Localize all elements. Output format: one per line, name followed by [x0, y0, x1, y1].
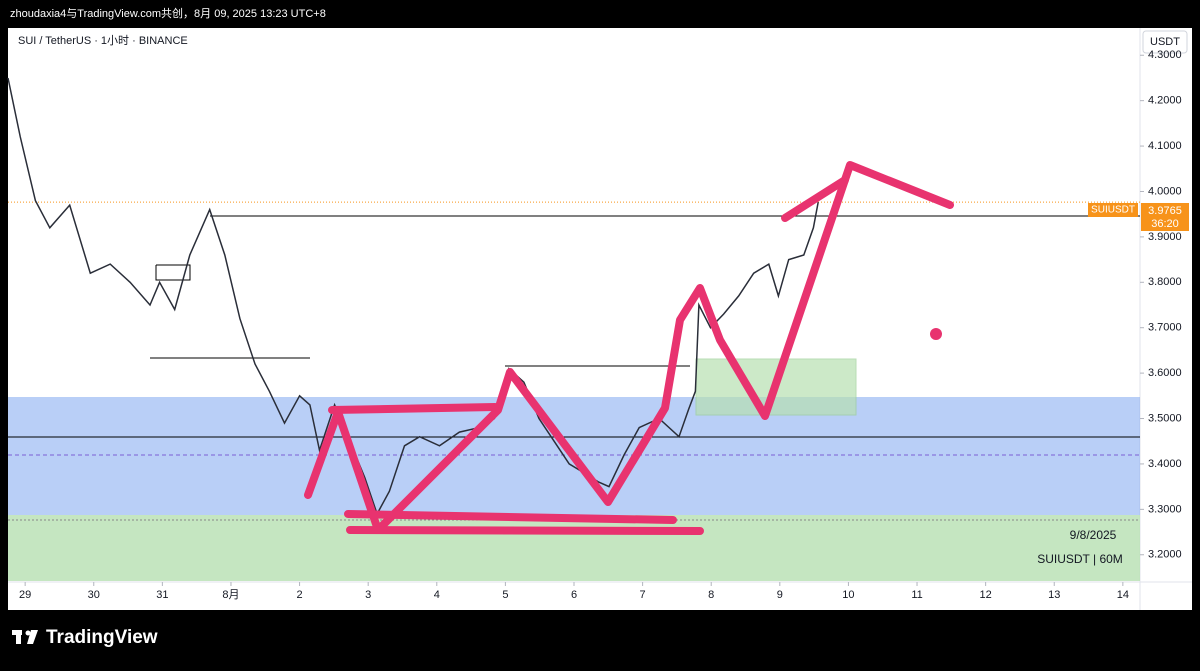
currency: USDT: [1150, 36, 1180, 48]
logo: TradingView: [12, 627, 158, 648]
logo-mark: [25, 630, 31, 636]
x-tick-label: 29: [19, 589, 31, 601]
x-tick-label: 4: [434, 589, 440, 601]
x-tick-label: 8月: [222, 589, 239, 601]
y-tick-label: 3.8000: [1148, 276, 1182, 288]
x-tick-label: 31: [156, 589, 168, 601]
pink-stroke: [344, 510, 704, 535]
x-tick-label: 3: [365, 589, 371, 601]
green-zone: [8, 515, 1140, 581]
x-tick-label: 9: [777, 589, 783, 601]
price-line-series: [7, 77, 819, 516]
y-tick-label: 4.1000: [1148, 140, 1182, 152]
logo-text: TradingView: [46, 627, 158, 648]
x-tick-label: 7: [640, 589, 646, 601]
currency-box: [1142, 30, 1188, 54]
x-tick-label: 30: [88, 589, 100, 601]
x-tick-label: 12: [980, 589, 992, 601]
annotation: 9/8/2025: [1070, 528, 1117, 542]
x-tick-label: 2: [297, 589, 303, 601]
x-tick-label: 14: [1117, 589, 1129, 601]
chart-title: SUI / TetherUS · 1小时 · BINANCE: [18, 34, 188, 47]
x-tick-label: 13: [1048, 589, 1060, 601]
x-tick-label: 5: [502, 589, 508, 601]
y-tick-label: 4.0000: [1148, 185, 1182, 197]
box-line: [155, 264, 191, 281]
y-tick-label: 3.6000: [1148, 367, 1182, 379]
symbol-tag: [1088, 203, 1138, 217]
x-tick-label: 11: [911, 589, 922, 601]
y-tick-label: 3.5000: [1148, 412, 1182, 424]
y-tick-label: 4.3000: [1148, 49, 1182, 61]
x-tick-label: 6: [571, 589, 577, 601]
price-tag: [1141, 203, 1189, 231]
y-tick-label: 3.2000: [1148, 549, 1182, 561]
logo-mark: [27, 630, 38, 644]
hand-drawing: [304, 161, 954, 535]
y-tick-label: 3.3000: [1148, 503, 1182, 515]
y-tick-label: 3.7000: [1148, 322, 1182, 334]
countdown: 36:20: [1151, 218, 1179, 230]
pink-dot: [930, 328, 942, 340]
header-text: zhoudaxia4与TradingView.com共创，8月 09, 2025…: [10, 7, 326, 20]
y-tick-label: 3.9000: [1148, 231, 1182, 243]
x-tick-label: 8: [708, 589, 714, 601]
logo-mark: [16, 630, 21, 644]
x-tick-label: 10: [842, 589, 854, 601]
price-tag-text: 3.9765: [1148, 205, 1182, 217]
y-tick-label: 4.2000: [1148, 95, 1182, 107]
annotation: SUIUSDT | 60M: [1037, 552, 1123, 566]
pink-stroke: [328, 403, 499, 414]
y-tick-label: 3.4000: [1148, 458, 1182, 470]
pink-stroke: [781, 176, 849, 222]
symbol-tag-text: SUIUSDT: [1091, 205, 1135, 216]
